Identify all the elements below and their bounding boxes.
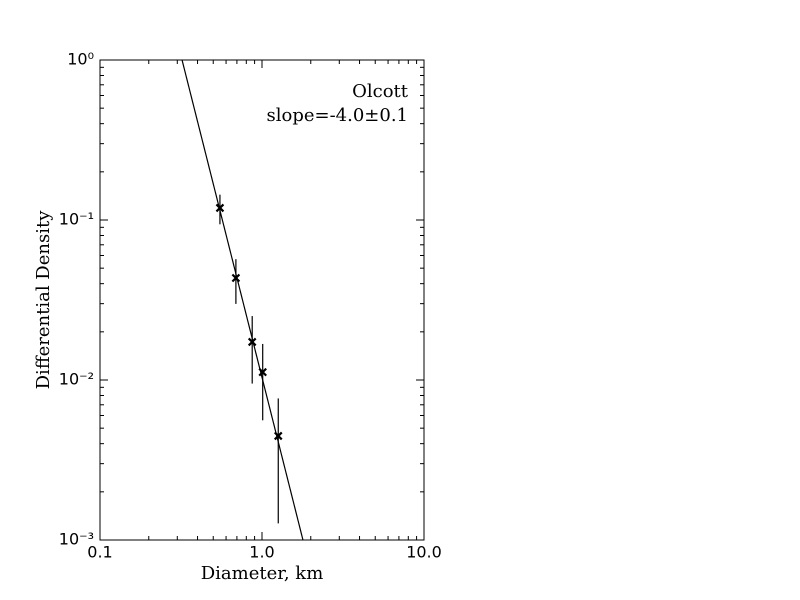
x-tick-label: 10.0 xyxy=(406,543,442,562)
y-tick-label: 10⁻² xyxy=(59,370,94,389)
data-point xyxy=(273,431,283,441)
y-tick-label: 10⁰ xyxy=(67,50,94,69)
y-tick-label: 10⁻¹ xyxy=(59,210,94,229)
x-axis-label: Diameter, km xyxy=(201,563,324,584)
data-point xyxy=(215,203,225,213)
annotation: slope=-4.0±0.1 xyxy=(266,105,408,126)
data-point xyxy=(258,367,267,377)
x-tick-label: 0.1 xyxy=(87,543,112,562)
annotation: Olcott xyxy=(352,81,409,102)
x-tick-label: 1.0 xyxy=(249,543,274,562)
data-point xyxy=(247,337,257,347)
plot-frame xyxy=(99,59,425,541)
y-axis-label: Differential Density xyxy=(33,210,54,390)
fit-line xyxy=(181,60,304,540)
y-tick-label: 10⁻³ xyxy=(59,530,94,549)
data-point xyxy=(231,273,241,283)
